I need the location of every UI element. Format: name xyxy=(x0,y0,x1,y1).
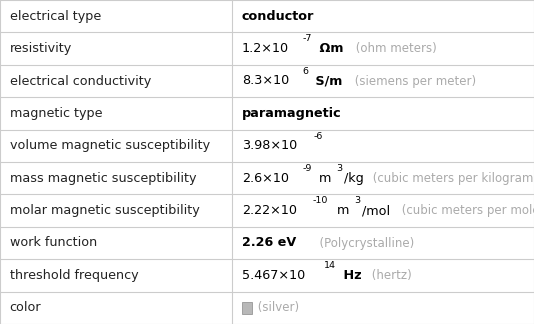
Text: (cubic meters per kilogram): (cubic meters per kilogram) xyxy=(369,172,534,185)
Text: S/m: S/m xyxy=(311,75,342,87)
Text: magnetic type: magnetic type xyxy=(10,107,102,120)
Text: 1.2×10: 1.2×10 xyxy=(242,42,289,55)
Text: m: m xyxy=(333,204,349,217)
Text: Hz: Hz xyxy=(339,269,362,282)
Text: molar magnetic susceptibility: molar magnetic susceptibility xyxy=(10,204,199,217)
Text: (Polycrystalline): (Polycrystalline) xyxy=(312,237,414,249)
Text: 2.26 eV: 2.26 eV xyxy=(242,237,296,249)
Text: /kg: /kg xyxy=(344,172,364,185)
Text: 5.467×10: 5.467×10 xyxy=(242,269,305,282)
Text: 6: 6 xyxy=(303,67,309,76)
Text: 2.6×10: 2.6×10 xyxy=(242,172,289,185)
Text: -10: -10 xyxy=(313,196,328,205)
Text: electrical type: electrical type xyxy=(10,10,101,23)
Text: /mol: /mol xyxy=(362,204,390,217)
Text: work function: work function xyxy=(10,237,97,249)
Text: (ohm meters): (ohm meters) xyxy=(351,42,436,55)
Text: electrical conductivity: electrical conductivity xyxy=(10,75,151,87)
Text: 3.98×10: 3.98×10 xyxy=(242,139,297,152)
Text: threshold frequency: threshold frequency xyxy=(10,269,138,282)
Text: (siemens per meter): (siemens per meter) xyxy=(351,75,476,87)
Text: (cubic meters per mole): (cubic meters per mole) xyxy=(398,204,534,217)
Text: volume magnetic susceptibility: volume magnetic susceptibility xyxy=(10,139,210,152)
Text: (silver): (silver) xyxy=(254,301,299,314)
Text: color: color xyxy=(10,301,41,314)
Text: -9: -9 xyxy=(303,164,312,173)
Text: resistivity: resistivity xyxy=(10,42,72,55)
Text: (hertz): (hertz) xyxy=(368,269,412,282)
Text: paramagnetic: paramagnetic xyxy=(242,107,342,120)
Text: Ωm: Ωm xyxy=(315,42,343,55)
Text: conductor: conductor xyxy=(242,10,315,23)
Text: -7: -7 xyxy=(303,34,312,43)
Bar xyxy=(242,302,252,314)
Text: 3: 3 xyxy=(354,196,360,205)
Text: 2.22×10: 2.22×10 xyxy=(242,204,297,217)
Text: mass magnetic susceptibility: mass magnetic susceptibility xyxy=(10,172,196,185)
Text: 8.3×10: 8.3×10 xyxy=(242,75,289,87)
Text: 14: 14 xyxy=(324,261,335,270)
Text: 3: 3 xyxy=(336,164,342,173)
Text: m: m xyxy=(315,172,331,185)
Text: -6: -6 xyxy=(313,132,323,141)
